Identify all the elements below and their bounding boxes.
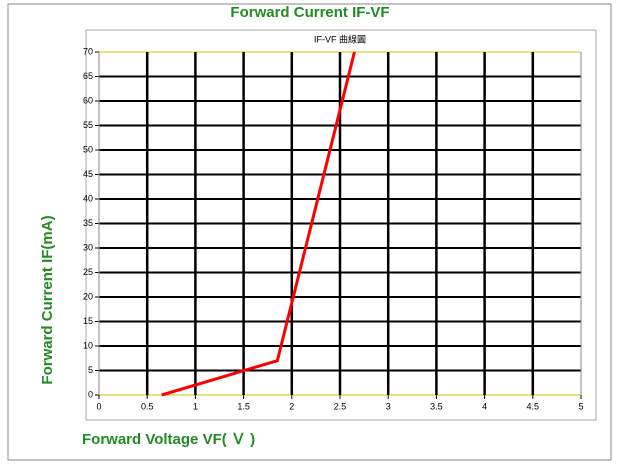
x-tick-label: 1: [193, 401, 198, 411]
x-tick-label: 0.5: [141, 401, 154, 411]
x-tick-label: 2: [289, 401, 294, 411]
y-tick-label: 50: [83, 144, 93, 154]
x-tick-label: 4.5: [527, 401, 540, 411]
chart-title: Forward Current IF-VF: [230, 4, 389, 21]
x-tick-label: 4: [482, 401, 487, 411]
y-tick-label: 40: [83, 193, 93, 203]
chart-subtitle: IF-VF 曲線圖: [314, 33, 366, 44]
x-tick-label: 2.5: [334, 401, 347, 411]
y-tick-label: 60: [83, 95, 93, 105]
y-tick-label: 65: [83, 71, 93, 81]
x-axis-label: Forward Voltage VF( Ｖ ): [82, 431, 255, 448]
y-tick-label: 25: [83, 267, 93, 277]
y-tick-label: 10: [83, 340, 93, 350]
y-axis-label: Forward Current IF(mA): [39, 215, 56, 384]
x-tick-label: 3: [386, 401, 391, 411]
y-tick-label: 20: [83, 291, 93, 301]
y-tick-label: 55: [83, 120, 93, 130]
x-tick-label: 0: [96, 401, 101, 411]
y-tick-label: 15: [83, 316, 93, 326]
x-tick-label: 3.5: [430, 401, 443, 411]
series-line: [161, 51, 356, 397]
y-tick-label: 45: [83, 169, 93, 179]
y-tick-label: 5: [88, 365, 93, 375]
x-tick-label: 5: [578, 401, 583, 411]
y-tick-label: 30: [83, 242, 93, 252]
y-tick-label: 0: [88, 389, 93, 399]
y-tick-label: 70: [83, 46, 93, 56]
y-tick-label: 35: [83, 218, 93, 228]
x-tick-label: 1.5: [237, 401, 250, 411]
